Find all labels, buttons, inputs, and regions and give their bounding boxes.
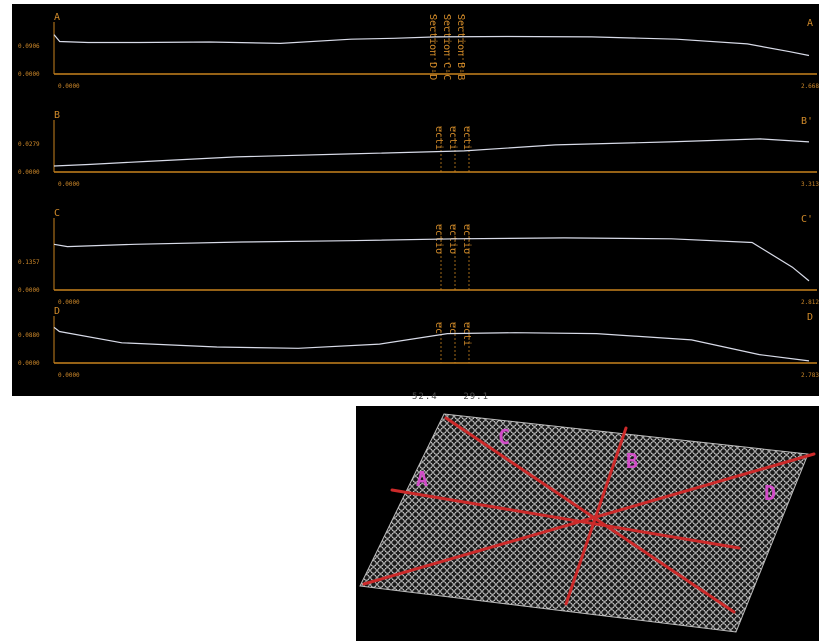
- section-marker-label: ec: [447, 322, 458, 334]
- panel-left-label: C: [54, 208, 60, 219]
- chart-background: [12, 4, 819, 396]
- section-line-a: [390, 488, 741, 550]
- surface-label-a: A: [416, 467, 428, 491]
- profile-trace: [53, 237, 810, 282]
- panel-left-label: B: [54, 110, 60, 121]
- bottom-readout: 52.4 29.1: [412, 392, 490, 402]
- x-min-label: 0.0000: [58, 83, 80, 90]
- profile-trace: [53, 34, 810, 57]
- panel-left-label: A: [54, 12, 60, 23]
- y-min-label: 0.0000: [18, 169, 40, 176]
- x-max-label: 3.313: [801, 181, 819, 188]
- y-max-label: 0.0880: [18, 332, 40, 339]
- y-max-label: 0.0906: [18, 43, 40, 50]
- x-max-label: 2.783: [801, 372, 819, 379]
- section-marker-label: ec: [433, 322, 444, 334]
- surface-label-b: B: [626, 449, 638, 473]
- section-marker-label: Section D-D: [427, 14, 438, 80]
- section-marker-label: ecti: [433, 126, 444, 150]
- panel-right-label: A: [807, 18, 813, 29]
- y-max-label: 0.1357: [18, 259, 40, 266]
- y-min-label: 0.0000: [18, 287, 40, 294]
- section-marker-label: ecti: [461, 126, 472, 150]
- section-marker-label: Section B-B: [455, 14, 466, 80]
- y-min-label: 0.0000: [18, 360, 40, 367]
- panel-right-label: B': [801, 116, 813, 127]
- profile-trace: [53, 326, 810, 362]
- section-lines: [362, 416, 816, 614]
- section-line-d: [362, 452, 816, 586]
- y-max-label: 0.0279: [18, 141, 40, 148]
- panel-right-label: C': [801, 214, 813, 225]
- panel-right-label: D: [807, 312, 813, 323]
- x-min-label: 0.0000: [58, 181, 80, 188]
- section-marker-label: ecti: [447, 126, 458, 150]
- panel-left-label: D: [54, 306, 60, 317]
- surface-label-d: D: [764, 481, 776, 505]
- x-max-label: 2.812: [801, 299, 819, 306]
- surface-render: A B C D: [356, 406, 819, 641]
- y-min-label: 0.0000: [18, 71, 40, 78]
- x-min-label: 0.0000: [58, 372, 80, 379]
- section-marker-label: Section C-C: [441, 14, 452, 80]
- x-max-label: 2.668: [801, 83, 819, 90]
- section-line-c: [444, 416, 736, 614]
- profile-trace: [53, 138, 810, 167]
- x-min-label: 0.0000: [58, 299, 80, 306]
- section-marker-label: ecti: [461, 322, 472, 346]
- surface-label-c: C: [498, 425, 510, 449]
